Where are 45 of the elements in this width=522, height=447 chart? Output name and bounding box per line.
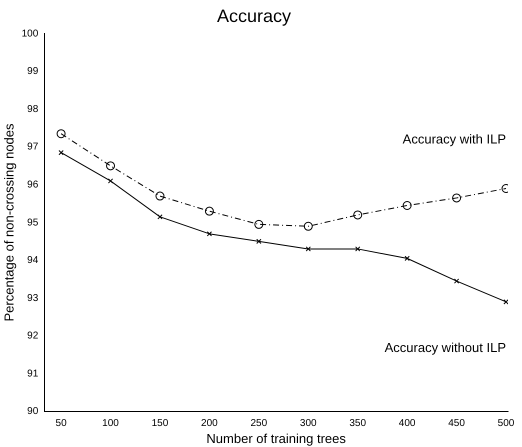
x-tick-label: 350 (349, 418, 366, 430)
text: Accuracy with ILP (402, 132, 506, 146)
x-tick-label: 300 (300, 418, 318, 430)
y-tick-label: 97 (27, 142, 39, 153)
point (452, 193, 462, 202)
point (454, 278, 460, 284)
point (157, 214, 163, 220)
y-tick-label: 91 (27, 368, 39, 380)
text: Accuracy without ILP (384, 340, 506, 355)
point (256, 238, 262, 244)
y-tick-label: 100 (22, 28, 39, 40)
point (306, 246, 311, 252)
x-tick-label: 450 (448, 418, 466, 430)
point (355, 246, 360, 252)
y-tick-label: 92 (27, 330, 39, 342)
point (204, 206, 214, 216)
y-tick-label: 98 (27, 104, 39, 115)
y-tick-label: 95 (27, 217, 39, 228)
chart-title: Accuracy (216, 6, 292, 26)
point (106, 161, 116, 170)
y-tick-label: 93 (27, 292, 39, 304)
point (254, 220, 264, 229)
point (155, 192, 164, 201)
x-axis-title: Number of training trees (206, 430, 346, 446)
point (353, 210, 362, 220)
y-tick-label: 90 (27, 406, 39, 418)
y-tick-label: 94 (27, 255, 39, 266)
point (58, 150, 64, 156)
point (404, 256, 410, 262)
point (402, 201, 412, 210)
point (206, 231, 212, 236)
y-axis-title: Percentage of non-crossing nodes (1, 122, 16, 322)
point (56, 129, 66, 138)
y-tick-label: 96 (27, 179, 39, 190)
point (304, 222, 313, 231)
x-tick-label: 250 (250, 418, 268, 430)
y-tick-label: 99 (27, 66, 39, 78)
x-tick-label: 50 (56, 418, 68, 430)
point (108, 178, 114, 184)
x-tick-label: 100 (102, 418, 120, 430)
x-tick-label: 150 (152, 418, 169, 430)
x-tick-label: 400 (398, 418, 416, 430)
point (503, 299, 508, 304)
x-tick-label: 500 (498, 418, 515, 430)
x-tick-label: 200 (201, 418, 218, 430)
